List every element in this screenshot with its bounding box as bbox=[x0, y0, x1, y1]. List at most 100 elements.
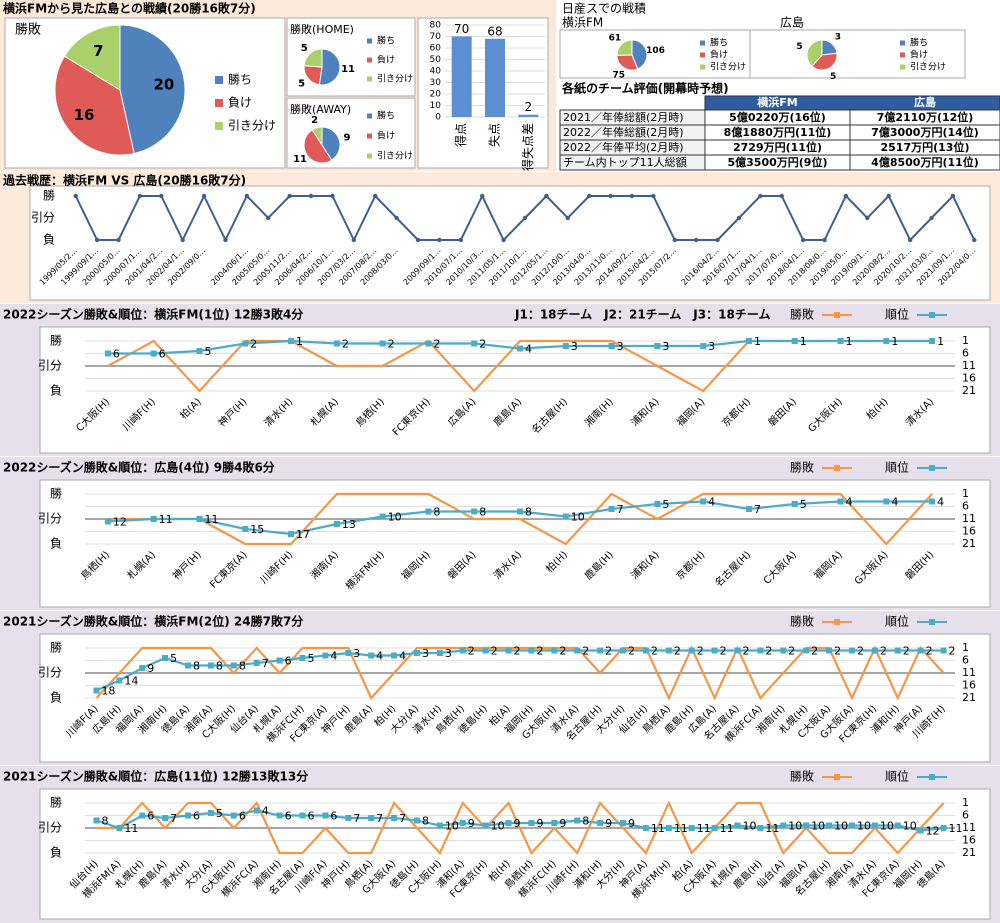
point bbox=[517, 345, 523, 352]
point bbox=[471, 508, 478, 515]
chart-title: 2022シーズン勝敗&順位：広島(4位) 9勝4敗6分 bbox=[3, 460, 275, 475]
point bbox=[907, 237, 913, 243]
pie-slice bbox=[303, 48, 323, 68]
data-label: 5 bbox=[308, 652, 315, 665]
point bbox=[333, 340, 340, 347]
legend-label: 勝ち bbox=[377, 35, 395, 47]
slice-label: 5 bbox=[830, 72, 836, 82]
point bbox=[459, 820, 466, 826]
data-label: 4 bbox=[399, 650, 406, 663]
point bbox=[104, 518, 111, 525]
slice-label: 11 bbox=[341, 64, 355, 75]
y-tick-label: 負 bbox=[50, 537, 62, 551]
data-label: 8 bbox=[582, 815, 589, 828]
legend-label: 引き分け bbox=[910, 62, 946, 73]
point bbox=[330, 193, 335, 199]
legend-label: 勝ち bbox=[228, 72, 252, 87]
y2-tick-label: 1 bbox=[962, 487, 969, 500]
legend-swatch bbox=[215, 122, 223, 130]
summary-title: 横浜FMから見た広島との戦績(20勝16敗7分) bbox=[3, 1, 256, 16]
y2-tick-label: 21 bbox=[962, 384, 976, 397]
y2-tick-label: 11 bbox=[962, 359, 976, 372]
point bbox=[562, 343, 569, 349]
slice-label: 106 bbox=[646, 46, 665, 56]
legend-label: 勝敗 bbox=[790, 614, 814, 629]
table-header-cell bbox=[704, 95, 1000, 111]
y-tick-label: 40 bbox=[430, 67, 442, 77]
point bbox=[322, 652, 329, 659]
pie-slice bbox=[303, 129, 333, 164]
legend-label: 負け bbox=[377, 54, 395, 66]
y2-tick-label: 16 bbox=[962, 679, 976, 692]
y2-tick-label: 6 bbox=[962, 347, 969, 360]
point bbox=[871, 647, 878, 654]
point bbox=[672, 237, 677, 243]
y-tick-label: 80 bbox=[430, 21, 442, 31]
data-label: 14 bbox=[124, 675, 138, 688]
point bbox=[207, 810, 214, 816]
legend-swatch bbox=[367, 113, 372, 119]
point bbox=[162, 815, 169, 821]
point bbox=[779, 193, 784, 199]
data-label: 5 bbox=[662, 498, 669, 511]
point bbox=[351, 237, 357, 243]
point bbox=[642, 825, 649, 831]
data-label: 2 bbox=[536, 645, 543, 658]
legend-swatch bbox=[700, 64, 705, 70]
table-cell-text: 5億0220万(16位) bbox=[729, 110, 826, 124]
point bbox=[837, 338, 844, 344]
y-tick-label: 0 bbox=[435, 113, 441, 123]
point bbox=[665, 647, 672, 654]
data-label: 2 bbox=[926, 645, 933, 658]
point bbox=[620, 820, 627, 826]
point bbox=[230, 812, 237, 819]
point bbox=[333, 521, 340, 527]
point bbox=[700, 498, 707, 505]
legend-swatch bbox=[900, 64, 905, 70]
point bbox=[196, 516, 203, 522]
point bbox=[791, 501, 798, 507]
point bbox=[736, 215, 742, 221]
data-label: 2 bbox=[433, 338, 440, 351]
series-line bbox=[96, 649, 944, 692]
point bbox=[597, 820, 604, 826]
point bbox=[322, 812, 329, 819]
point bbox=[458, 237, 464, 243]
point bbox=[745, 338, 752, 344]
data-label: 2 bbox=[880, 645, 887, 658]
data-label: 2 bbox=[250, 338, 257, 351]
data-label: 2 bbox=[388, 338, 395, 351]
point bbox=[734, 822, 741, 829]
point bbox=[871, 822, 878, 829]
y2-tick-label: 21 bbox=[962, 537, 976, 550]
point bbox=[150, 350, 157, 357]
data-label: 2 bbox=[903, 645, 910, 658]
data-label: 4 bbox=[937, 496, 944, 509]
point bbox=[597, 647, 604, 654]
data-label: 15 bbox=[250, 523, 264, 536]
data-label: 4 bbox=[846, 496, 853, 509]
point bbox=[501, 237, 506, 243]
y2-tick-label: 16 bbox=[962, 834, 976, 847]
data-label: 11 bbox=[674, 822, 688, 835]
y-tick-label: 引分 bbox=[31, 211, 55, 225]
point bbox=[436, 650, 443, 656]
slice-label: 16 bbox=[74, 106, 95, 124]
point bbox=[715, 237, 720, 243]
legend-label: 負け bbox=[377, 130, 395, 142]
table-cell-text: 5億3500万円(9位) bbox=[728, 155, 828, 169]
data-label: 6 bbox=[147, 810, 154, 823]
y-tick-label: 引分 bbox=[38, 666, 62, 680]
point bbox=[517, 508, 523, 515]
point bbox=[242, 340, 249, 347]
point bbox=[242, 526, 249, 532]
point bbox=[883, 338, 890, 344]
point bbox=[413, 817, 420, 824]
data-label: 4 bbox=[708, 496, 715, 509]
point bbox=[894, 647, 901, 654]
point bbox=[253, 660, 260, 666]
point bbox=[94, 237, 100, 243]
data-label: 11 bbox=[651, 822, 665, 835]
data-label: 10 bbox=[388, 511, 402, 524]
pie-slice bbox=[119, 24, 186, 155]
